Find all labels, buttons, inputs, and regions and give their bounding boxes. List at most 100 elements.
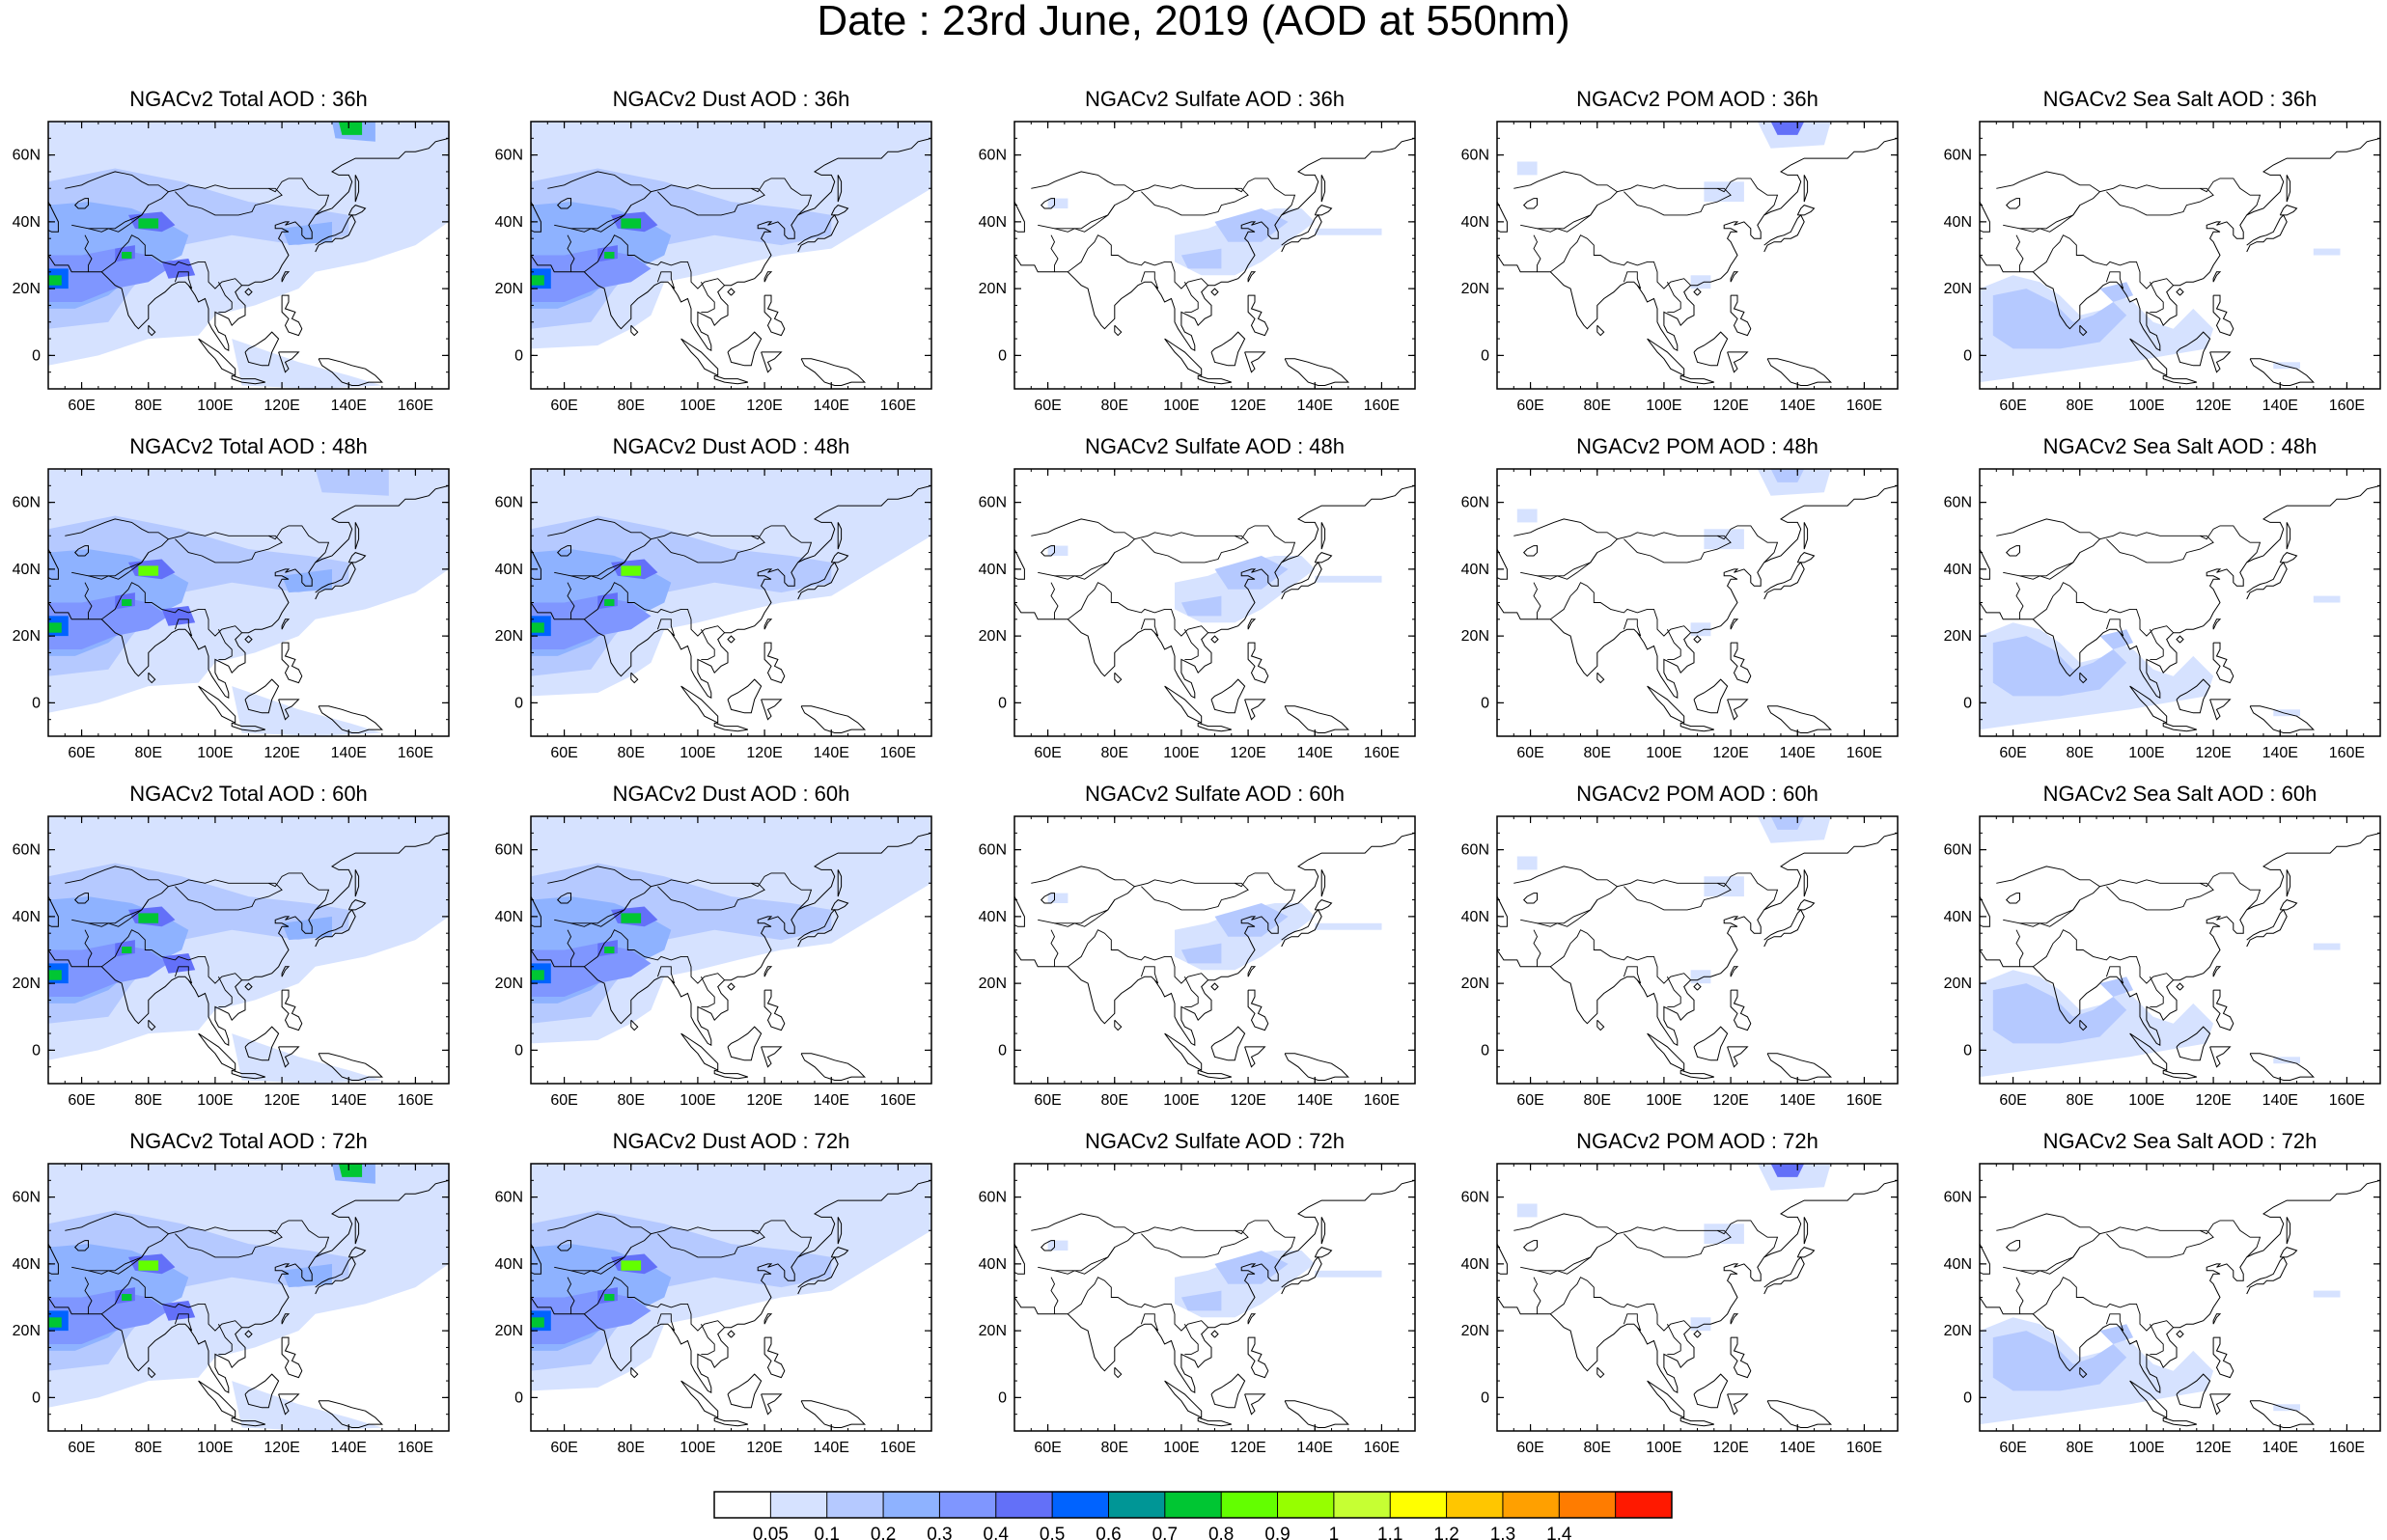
lon-tick-label: 120E <box>264 745 299 761</box>
lat-tick-label: 60N <box>13 148 41 164</box>
lon-tick-label: 120E <box>1230 398 1265 414</box>
lat-tick-label: 40N <box>495 1256 523 1273</box>
lon-tick-label: 60E <box>1999 1092 2026 1109</box>
lat-tick-label: 0 <box>998 695 1007 711</box>
seasalt-aod-map: 60E 80E 100E 120E 140E 160E 60N 40N 20N 0 <box>1944 468 2381 761</box>
panel-title: NGACv2 Sea Salt AOD : 72h <box>2042 1129 2318 1153</box>
lat-tick-label: 40N <box>13 214 41 231</box>
lon-tick-label: 140E <box>1780 1440 1816 1456</box>
lat-tick-label: 40N <box>979 562 1007 578</box>
lon-tick-label: 160E <box>2329 1092 2365 1109</box>
lon-tick-label: 80E <box>135 745 162 761</box>
lat-tick-label: 60N <box>1461 1190 1489 1206</box>
lat-tick-label: 0 <box>998 1389 1007 1406</box>
lat-tick-label: 20N <box>1461 281 1489 297</box>
pom-aod-map: 60E 80E 100E 120E 140E 160E 60N 40N 20N 0 <box>1461 1163 1899 1456</box>
colorbar-swatch <box>883 1492 940 1518</box>
lat-tick-label: 60N <box>1461 495 1489 511</box>
lon-tick-label: 120E <box>1712 745 1748 761</box>
lon-tick-label: 100E <box>680 1092 715 1109</box>
panel-title: NGACv2 Total AOD : 36h <box>129 87 368 111</box>
lon-tick-label: 80E <box>1584 745 1611 761</box>
lon-tick-label: 100E <box>2128 398 2164 414</box>
panel-title: NGACv2 POM AOD : 60h <box>1576 782 1818 806</box>
lat-tick-label: 0 <box>32 1042 41 1059</box>
lat-tick-label: 60N <box>1461 842 1489 859</box>
colorbar-label: 1 <box>1329 1525 1340 1540</box>
lon-tick-label: 80E <box>135 1092 162 1109</box>
lon-tick-label: 120E <box>746 1092 782 1109</box>
lat-tick-label: 20N <box>495 976 523 992</box>
panel-title: NGACv2 POM AOD : 48h <box>1576 434 1818 458</box>
lon-tick-label: 60E <box>1999 1440 2026 1456</box>
colorbar-swatch <box>1502 1492 1560 1518</box>
pom-aod-map: 60E 80E 100E 120E 140E 160E 60N 40N 20N 0 <box>1461 815 1899 1109</box>
lon-tick-label: 100E <box>680 745 715 761</box>
colorbar-label: 0.5 <box>1040 1525 1065 1540</box>
colorbar-swatch <box>1164 1492 1222 1518</box>
lon-tick-label: 100E <box>1163 1440 1199 1456</box>
colorbar-label: 0.2 <box>871 1525 896 1540</box>
lon-tick-label: 100E <box>197 1440 233 1456</box>
lon-tick-label: 140E <box>331 1092 367 1109</box>
main-title: Date : 23rd June, 2019 (AOD at 550nm) <box>817 0 1570 44</box>
lat-tick-label: 0 <box>1481 1042 1489 1059</box>
colorbar-swatch <box>1221 1492 1279 1518</box>
lon-tick-label: 160E <box>398 745 433 761</box>
colorbar-label: 0.9 <box>1264 1525 1290 1540</box>
lon-tick-label: 80E <box>618 398 645 414</box>
lat-tick-label: 20N <box>1461 628 1489 645</box>
lat-tick-label: 0 <box>514 695 523 711</box>
lat-tick-label: 40N <box>1944 909 1972 925</box>
lon-tick-label: 80E <box>1584 1440 1611 1456</box>
lat-tick-label: 40N <box>1944 214 1972 231</box>
lon-tick-label: 140E <box>331 1440 367 1456</box>
lat-tick-label: 0 <box>998 1042 1007 1059</box>
dust-aod-map: 60E 80E 100E 120E 140E 160E 60N 40N 20N 0 <box>495 121 932 414</box>
lon-tick-label: 100E <box>1646 745 1681 761</box>
lon-tick-label: 60E <box>1034 745 1061 761</box>
colorbar-swatch <box>770 1492 828 1518</box>
colorbar-label: 0.3 <box>927 1525 952 1540</box>
lat-tick-label: 40N <box>1944 562 1972 578</box>
lat-tick-label: 40N <box>495 909 523 925</box>
lon-tick-label: 120E <box>1712 398 1748 414</box>
lat-tick-label: 60N <box>979 148 1007 164</box>
lon-tick-label: 140E <box>1297 745 1333 761</box>
lat-tick-label: 40N <box>1461 562 1489 578</box>
lon-tick-label: 160E <box>2329 398 2365 414</box>
dust-aod-map: 60E 80E 100E 120E 140E 160E 60N 40N 20N 0 <box>495 1163 932 1456</box>
colorbar-label: 1.3 <box>1490 1525 1515 1540</box>
panel-title: NGACv2 Dust AOD : 48h <box>612 434 850 458</box>
colorbar-frame <box>713 1491 1673 1519</box>
panel-title: NGACv2 Sulfate AOD : 36h <box>1084 87 1346 111</box>
sulfate-aod-map: 60E 80E 100E 120E 140E 160E 60N 40N 20N 0 <box>979 121 1416 414</box>
panel-title: NGACv2 Sea Salt AOD : 36h <box>2042 87 2318 111</box>
total-aod-map: 60E 80E 100E 120E 140E 160E 60N 40N 20N 0 <box>13 121 450 414</box>
lon-tick-label: 60E <box>68 1092 95 1109</box>
colorbar-label: 0.05 <box>753 1525 789 1540</box>
panel-title: NGACv2 Sulfate AOD : 60h <box>1084 782 1346 806</box>
lat-tick-label: 60N <box>13 495 41 511</box>
panel-title: NGACv2 Dust AOD : 72h <box>612 1129 850 1153</box>
panel-title: NGACv2 POM AOD : 36h <box>1576 87 1818 111</box>
lon-tick-label: 60E <box>1999 398 2026 414</box>
lon-tick-label: 100E <box>197 398 233 414</box>
lon-tick-label: 160E <box>1846 1440 1882 1456</box>
lon-tick-label: 100E <box>2128 1440 2164 1456</box>
lon-tick-label: 80E <box>2067 1440 2094 1456</box>
lon-tick-label: 80E <box>2067 1092 2094 1109</box>
lat-tick-label: 40N <box>495 214 523 231</box>
lat-tick-label: 40N <box>13 1256 41 1273</box>
lon-tick-label: 140E <box>1297 1092 1333 1109</box>
lon-tick-label: 60E <box>1516 745 1543 761</box>
panel-title: NGACv2 Sea Salt AOD : 60h <box>2042 782 2318 806</box>
lat-tick-label: 0 <box>514 1042 523 1059</box>
lon-tick-label: 160E <box>1846 745 1882 761</box>
lon-tick-label: 160E <box>398 1092 433 1109</box>
lon-tick-label: 80E <box>135 398 162 414</box>
lat-tick-label: 60N <box>495 148 523 164</box>
sulfate-aod-map: 60E 80E 100E 120E 140E 160E 60N 40N 20N 0 <box>979 468 1416 761</box>
lon-tick-label: 120E <box>1230 1440 1265 1456</box>
lat-tick-label: 40N <box>979 214 1007 231</box>
